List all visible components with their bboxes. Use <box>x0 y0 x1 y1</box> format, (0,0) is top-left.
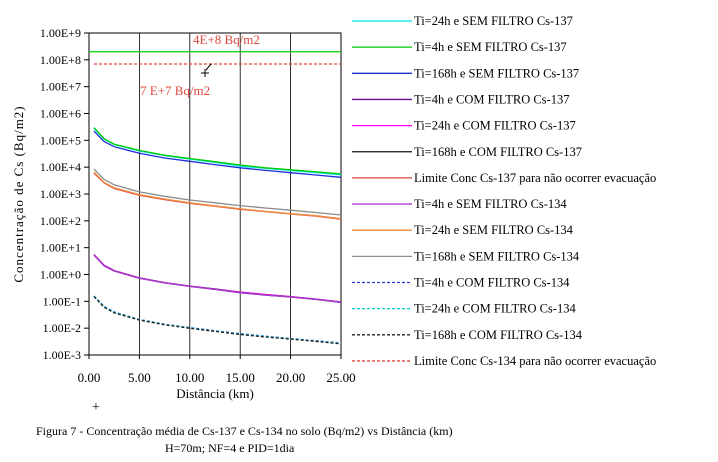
series-line-9 <box>93 171 342 220</box>
y-tick-label: 1.00E+2 <box>40 214 81 228</box>
legend-label-2: Ti=4h e SEM FILTRO Cs-137 <box>414 40 567 54</box>
series-line-10 <box>93 168 342 216</box>
x-tick-label: 0.00 <box>78 370 101 385</box>
series-line-2 <box>93 127 342 175</box>
legend-label-12: Ti=24h e COM FILTRO Cs-134 <box>414 302 576 316</box>
x-tick-label: 20.00 <box>276 370 305 385</box>
series-line-8 <box>93 254 342 303</box>
series-line-13 <box>93 296 342 345</box>
x-tick-label: 10.00 <box>175 370 204 385</box>
plot-area <box>88 32 342 356</box>
y-tick-label: 1.00E+9 <box>40 26 81 40</box>
y-tick-label: 1.00E-3 <box>43 348 81 362</box>
origin-plus-marker: + <box>92 400 100 415</box>
y-tick-label: 1.00E+8 <box>40 53 81 67</box>
legend-label-9: Ti=24h e SEM FILTRO Cs-134 <box>414 223 574 237</box>
y-axis-ticks: 1.00E-3 1.00E-2 1.00E-1 1.00E+0 1.00E+1 1.00E… <box>40 26 89 362</box>
x-tick-label: 25.00 <box>326 370 355 385</box>
legend-label-1: Ti=24h e SEM FILTRO Cs-137 <box>414 14 573 28</box>
legend-label-11: Ti=4h e COM FILTRO Cs-134 <box>414 276 570 290</box>
y-tick-label: 1.00E+0 <box>40 268 81 282</box>
y-tick-label: 1.00E+7 <box>40 80 81 94</box>
y-tick-label: 1.00E-1 <box>43 294 81 308</box>
legend-label-10: Ti=168h e SEM FILTRO Cs-134 <box>414 249 580 263</box>
series-line-3 <box>93 130 342 178</box>
y-tick-label: 1.00E+3 <box>40 187 81 201</box>
y-tick-label: 1.00E+5 <box>40 133 81 147</box>
series-layer <box>89 51 342 345</box>
y-tick-label: 1.00E-2 <box>43 321 81 335</box>
annotation-arrow <box>205 63 212 71</box>
legend-label-8: Ti=4h e SEM FILTRO Cs-134 <box>414 197 567 211</box>
annotations: 4E+8 Bq/m2 7 E+7 Bq/m2 <box>140 32 260 98</box>
legend-label-4: Ti=4h e COM FILTRO Cs-137 <box>414 92 569 106</box>
legend-label-13: Ti=168h e COM FILTRO Cs-134 <box>414 328 583 342</box>
legend-label-14: Limite Conc Cs-134 para não ocorrer evac… <box>414 354 656 368</box>
x-tick-label: 15.00 <box>226 370 255 385</box>
figure-caption-line1: Figura 7 - Concentração média de Cs-137 … <box>36 424 453 438</box>
legend-label-3: Ti=168h e SEM FILTRO Cs-137 <box>414 66 579 80</box>
y-tick-label: 1.00E+4 <box>40 160 81 174</box>
x-axis-ticks: 0.00 5.00 10.00 15.00 20.00 25.00 <box>78 355 356 385</box>
y-tick-label: 1.00E+1 <box>40 241 81 255</box>
y-tick-label: 1.00E+6 <box>40 107 81 121</box>
legend: Ti=24h e SEM FILTRO Cs-137 Ti=4h e SEM FI… <box>352 14 656 368</box>
x-axis-label: Distância (km) <box>176 386 254 401</box>
y-axis-label: Concentração de Cs (Bq/m2) <box>11 105 26 282</box>
x-tick-label: 5.00 <box>128 370 151 385</box>
legend-label-6: Ti=168h e COM FILTRO Cs-137 <box>414 145 582 159</box>
legend-label-5: Ti=24h e COM FILTRO Cs-137 <box>414 119 576 133</box>
annotation-cs137-limit: 4E+8 Bq/m2 <box>193 32 260 47</box>
annotation-cs134-limit: 7 E+7 Bq/m2 <box>140 83 210 98</box>
legend-label-7: Limite Conc Cs-137 para não ocorrer evac… <box>414 171 656 185</box>
figure-caption-line2: H=70m; NF=4 e PID=1dia <box>165 441 295 455</box>
